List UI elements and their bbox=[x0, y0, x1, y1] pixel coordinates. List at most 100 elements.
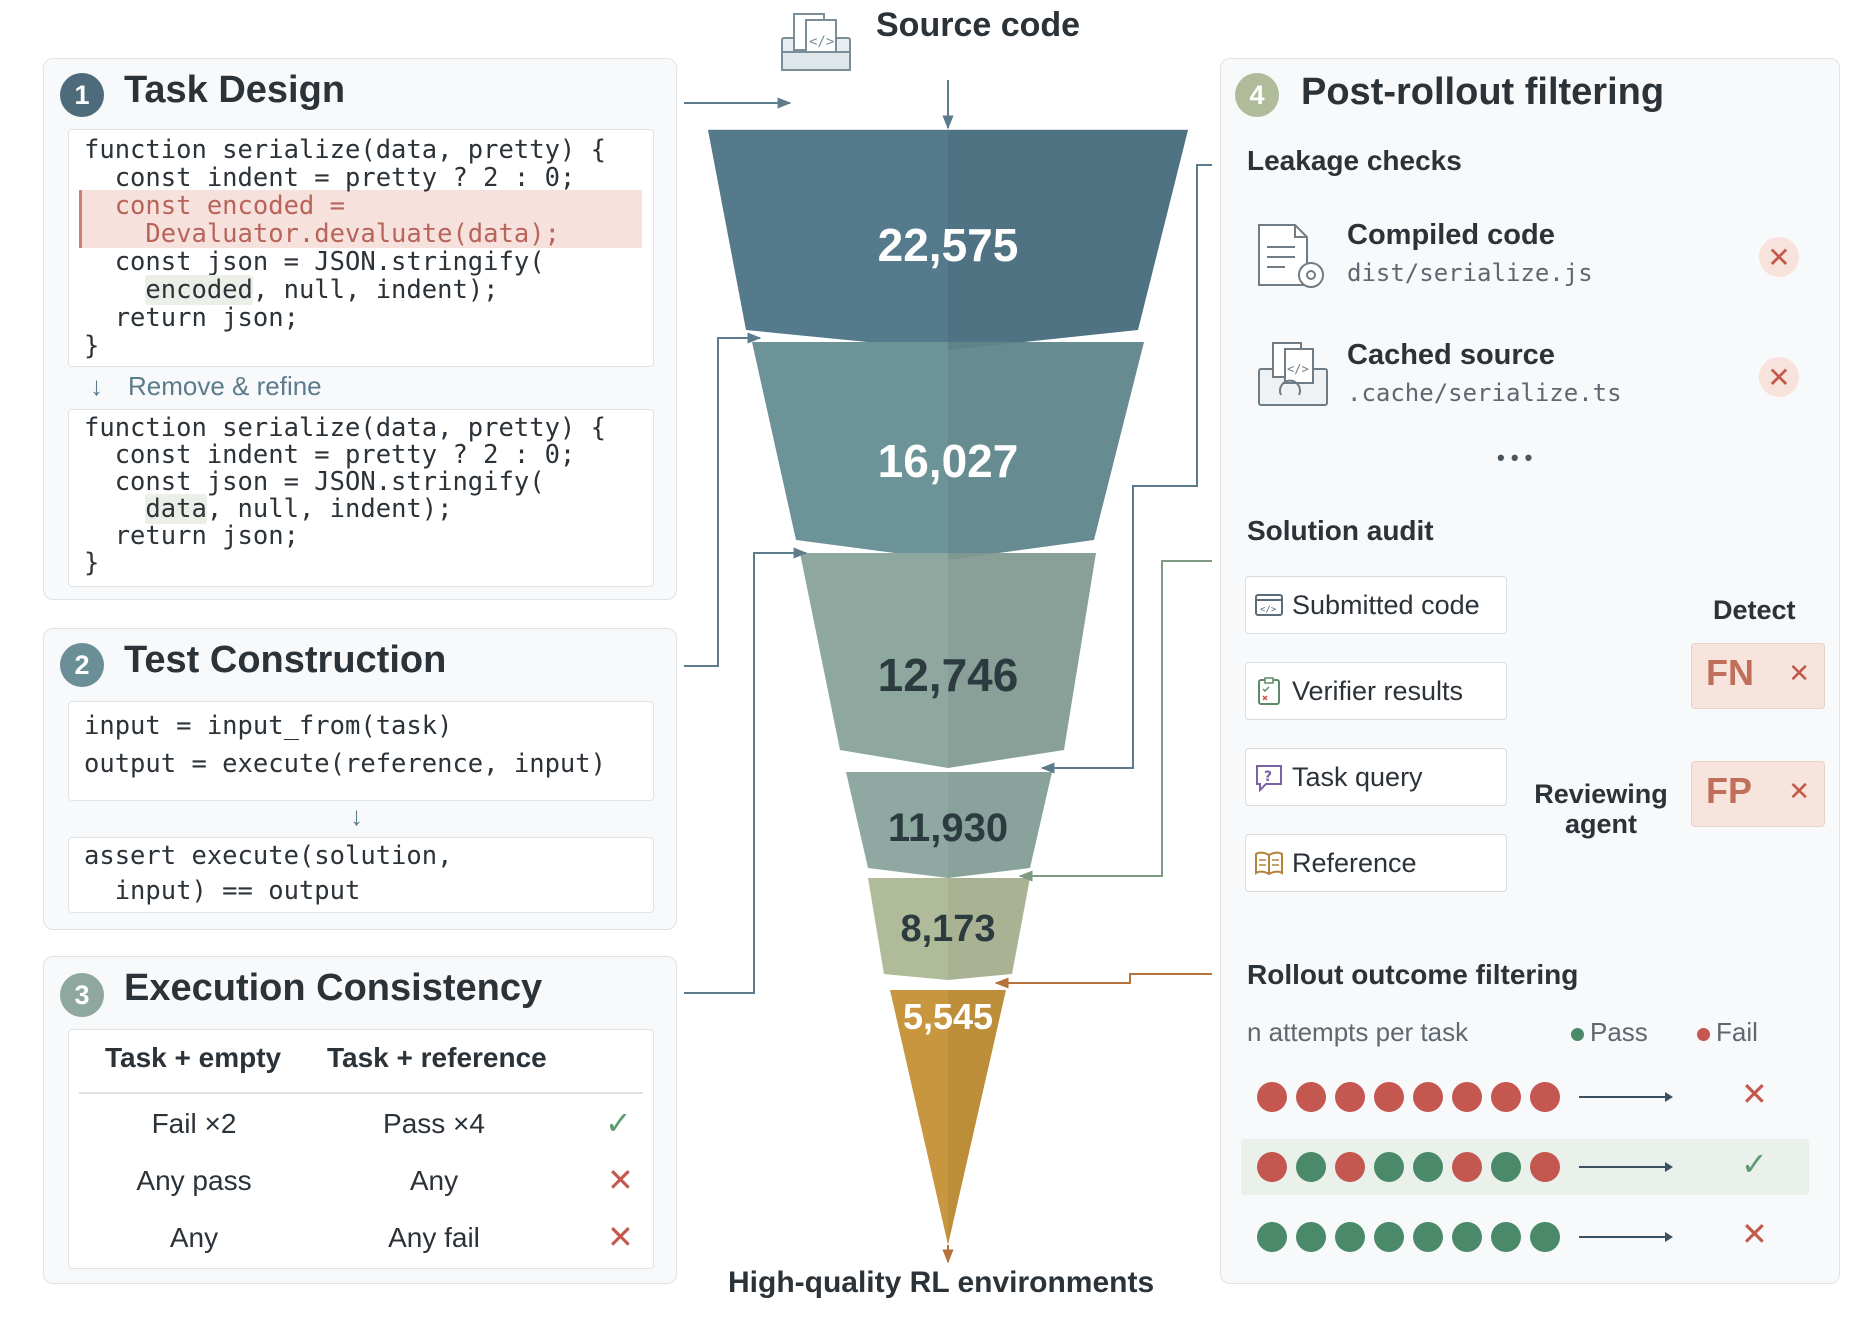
fail-dot-icon bbox=[1697, 1027, 1710, 1041]
more-ellipsis: • • • bbox=[1497, 445, 1533, 470]
compiled-file-icon bbox=[1258, 224, 1324, 288]
legend-pass: Pass bbox=[1571, 1017, 1648, 1048]
task-design-panel: 1 Task Design function serialize(data, p… bbox=[43, 58, 677, 600]
funnel-stage-6 bbox=[890, 990, 1006, 1245]
refine-label: Remove & refine bbox=[128, 371, 322, 401]
funnel-value-6: 5,545 bbox=[902, 996, 994, 1037]
cross-icon: ✕ bbox=[607, 1162, 634, 1198]
table-cell: Pass ×4 bbox=[383, 1108, 485, 1139]
source-code-label: Source code bbox=[876, 6, 1081, 44]
funnel-output-label: High-quality RL environments bbox=[728, 1266, 1155, 1299]
panel-title: Post-rollout filtering bbox=[1301, 71, 1665, 113]
cross-icon: ✕ bbox=[1741, 1076, 1768, 1112]
panel-title: Test Construction bbox=[124, 639, 447, 681]
close-icon: ✕ bbox=[1759, 357, 1799, 397]
table-cell: Any bbox=[409, 1165, 459, 1196]
table-divider bbox=[79, 1092, 643, 1094]
rollout-row: ✓ bbox=[1241, 1139, 1809, 1195]
pass-dot bbox=[1530, 1222, 1560, 1252]
step-number-badge: 3 bbox=[60, 973, 104, 1017]
test-construction-panel: 2 Test Construction input = input_from(t… bbox=[43, 628, 677, 930]
pass-dot bbox=[1491, 1152, 1521, 1182]
code-after: function serialize(data, pretty) { const… bbox=[68, 409, 654, 587]
leak-item-name: Cached source bbox=[1347, 339, 1555, 371]
table-cell: Any fail bbox=[388, 1222, 480, 1253]
pass-dot bbox=[1296, 1222, 1326, 1252]
fail-dot bbox=[1530, 1152, 1560, 1182]
cross-icon: ✕ bbox=[1788, 776, 1810, 806]
pass-dot bbox=[1491, 1222, 1521, 1252]
leak-item-path: .cache/serialize.ts bbox=[1347, 379, 1622, 407]
pass-dot bbox=[1335, 1222, 1365, 1252]
detect-false-positive: FP ✕ bbox=[1691, 761, 1825, 827]
leak-item-path: dist/serialize.js bbox=[1347, 259, 1593, 287]
audit-input-verifier-results: Verifier results bbox=[1245, 662, 1507, 720]
test-code-input: input = input_from(task) output = execut… bbox=[68, 701, 654, 801]
svg-text:</>: </> bbox=[809, 34, 834, 50]
step-number-badge: 1 bbox=[60, 73, 104, 117]
pass-dot bbox=[1413, 1152, 1443, 1182]
rollout-row: ✕ bbox=[1241, 1209, 1809, 1265]
rollout-row: ✕ bbox=[1241, 1069, 1809, 1125]
close-icon: ✕ bbox=[1759, 237, 1799, 277]
fail-dot bbox=[1491, 1082, 1521, 1112]
highlighted-token: encoded bbox=[145, 275, 253, 305]
cross-icon: ✕ bbox=[1788, 658, 1810, 688]
check-icon: ✓ bbox=[605, 1105, 632, 1141]
highlighted-token: data bbox=[145, 494, 207, 524]
fail-dot bbox=[1296, 1082, 1326, 1112]
right-arrow-icon bbox=[1579, 1162, 1673, 1172]
consistency-table: Task + empty Task + reference Fail ×2 Pa… bbox=[68, 1029, 654, 1269]
column-header-empty: Task + empty bbox=[105, 1042, 282, 1073]
rollout-filtering-title: Rollout outcome filtering bbox=[1247, 959, 1579, 990]
table-cell: Any pass bbox=[136, 1165, 252, 1196]
funnel-value-3: 12,746 bbox=[877, 649, 1019, 701]
funnel-stage-5 bbox=[868, 878, 1030, 980]
code-window-icon: </> bbox=[1255, 594, 1283, 616]
open-book-icon bbox=[1255, 851, 1283, 876]
pass-dot bbox=[1296, 1152, 1326, 1182]
step-number-badge: 4 bbox=[1235, 73, 1279, 117]
funnel-stage-4 bbox=[846, 772, 1052, 878]
post-rollout-panel: 4 Post-rollout filtering Leakage checks … bbox=[1220, 58, 1840, 1284]
column-header-reference: Task + reference bbox=[327, 1042, 547, 1073]
svg-text:</>: </> bbox=[1260, 605, 1277, 615]
leakage-checks-title: Leakage checks bbox=[1247, 145, 1462, 176]
cross-icon: ✕ bbox=[1741, 1216, 1768, 1252]
svg-text:</>: </> bbox=[1287, 362, 1309, 376]
source-code-icon: </> bbox=[781, 13, 851, 71]
pass-dot bbox=[1257, 1222, 1287, 1252]
table-cell: Any bbox=[169, 1222, 219, 1253]
audit-input-submitted-code: </> Submitted code bbox=[1245, 576, 1507, 634]
solution-audit-title: Solution audit bbox=[1247, 515, 1434, 546]
svg-text:?: ? bbox=[1264, 769, 1272, 785]
fail-dot bbox=[1257, 1152, 1287, 1182]
test-code-assert: assert execute(solution, input) == outpu… bbox=[68, 837, 654, 913]
funnel-value-2: 16,027 bbox=[877, 435, 1019, 487]
pass-dot bbox=[1413, 1222, 1443, 1252]
pass-dot bbox=[1374, 1222, 1404, 1252]
funnel-stage-1 bbox=[708, 130, 1188, 350]
audit-input-reference: Reference bbox=[1245, 834, 1507, 892]
fail-dot bbox=[1452, 1152, 1482, 1182]
legend-fail: Fail bbox=[1697, 1017, 1758, 1048]
cross-icon: ✕ bbox=[607, 1219, 634, 1255]
fail-dot bbox=[1413, 1082, 1443, 1112]
table-cell: Fail ×2 bbox=[151, 1108, 237, 1139]
fail-dot bbox=[1452, 1082, 1482, 1112]
step-number-badge: 2 bbox=[60, 643, 104, 687]
execution-consistency-panel: 3 Execution Consistency Task + empty Tas… bbox=[43, 956, 677, 1284]
deleted-lines-highlight bbox=[79, 190, 642, 248]
pass-dot-icon bbox=[1571, 1027, 1584, 1041]
check-icon: ✓ bbox=[1741, 1146, 1768, 1182]
down-arrow-icon: ↓ bbox=[90, 371, 103, 401]
fail-dot bbox=[1257, 1082, 1287, 1112]
fail-dot bbox=[1335, 1082, 1365, 1112]
clipboard-check-icon bbox=[1258, 677, 1280, 705]
question-bubble-icon: ? bbox=[1256, 765, 1282, 792]
panel-title: Execution Consistency bbox=[124, 967, 543, 1009]
panel-title: Task Design bbox=[124, 69, 346, 111]
audit-input-task-query: ? Task query bbox=[1245, 748, 1507, 806]
funnel-stage-2 bbox=[752, 342, 1144, 560]
